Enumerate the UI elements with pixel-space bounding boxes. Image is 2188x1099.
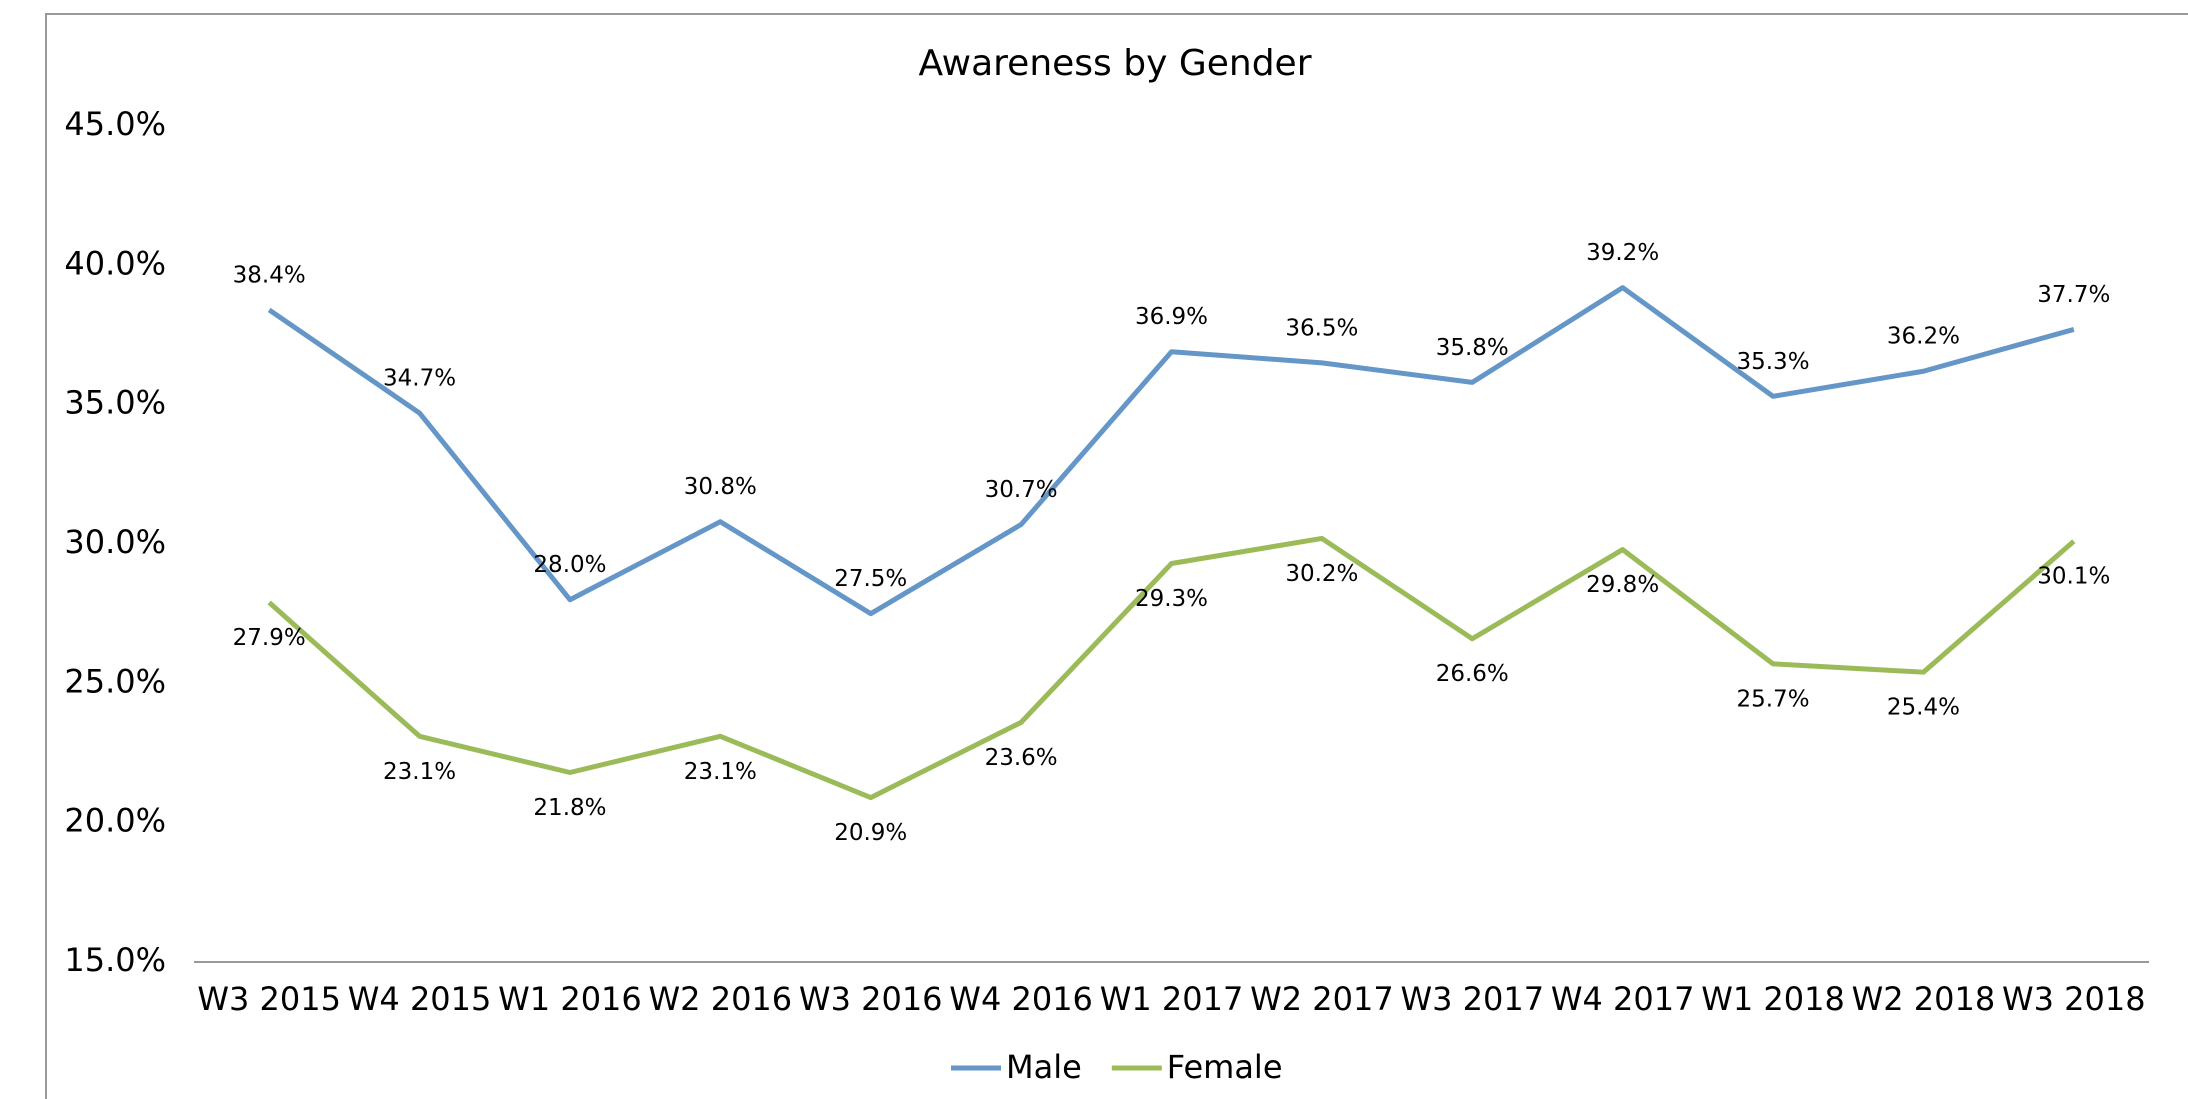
data-label: 20.9%	[834, 820, 907, 846]
data-label: 30.1%	[2037, 564, 2110, 590]
data-label: 37.7%	[2037, 282, 2110, 308]
x-tick-label: W3 2018	[2002, 980, 2146, 1018]
x-tick-label: W3 2016	[799, 980, 943, 1018]
data-label: 23.1%	[383, 759, 456, 785]
chart-title: Awareness by Gender	[918, 43, 1311, 84]
x-tick-label: W2 2018	[1852, 980, 1996, 1018]
data-label: 23.6%	[985, 745, 1058, 771]
data-label: 29.8%	[1586, 572, 1659, 598]
chart-frame	[45, 13, 2188, 1099]
data-label: 36.2%	[1887, 324, 1960, 350]
y-tick-label: 30.0%	[64, 523, 166, 561]
data-label: 30.8%	[684, 474, 757, 500]
data-label: 27.9%	[233, 625, 306, 651]
legend-label: Female	[1167, 1048, 1283, 1086]
data-label: 28.0%	[533, 552, 606, 578]
data-label: 35.3%	[1736, 349, 1809, 375]
x-tick-label: W2 2016	[649, 980, 793, 1018]
data-label: 30.2%	[1285, 561, 1358, 587]
series-line	[267, 285, 2075, 617]
data-label: 30.7%	[985, 477, 1058, 503]
x-tick-label: W1 2018	[1701, 980, 1845, 1018]
y-tick-label: 35.0%	[64, 384, 166, 422]
x-tick-label: W1 2017	[1100, 980, 1244, 1018]
series-line	[267, 535, 2076, 801]
x-tick-label: W3 2015	[197, 980, 341, 1018]
y-tick-label: 45.0%	[64, 105, 166, 143]
x-tick-label: W1 2016	[498, 980, 642, 1018]
x-tick-label: W4 2015	[348, 980, 492, 1018]
y-tick-label: 25.0%	[64, 662, 166, 700]
x-tick-label: W3 2017	[1400, 980, 1544, 1018]
y-tick-label: 20.0%	[64, 802, 166, 840]
y-tick-label: 15.0%	[64, 941, 166, 979]
data-label: 34.7%	[383, 366, 456, 392]
data-label: 35.8%	[1436, 335, 1509, 361]
data-label: 26.6%	[1436, 661, 1509, 687]
data-label: 29.3%	[1135, 586, 1208, 612]
data-label: 39.2%	[1586, 240, 1659, 266]
data-label: 25.7%	[1736, 686, 1809, 712]
x-tick-label: W2 2017	[1250, 980, 1394, 1018]
data-label: 38.4%	[233, 262, 306, 288]
legend-label: Male	[1006, 1048, 1082, 1086]
data-label: 23.1%	[684, 759, 757, 785]
data-label: 25.4%	[1887, 695, 1960, 721]
data-label: 36.9%	[1135, 304, 1208, 330]
data-label: 36.5%	[1285, 315, 1358, 341]
data-label: 21.8%	[533, 795, 606, 821]
x-tick-label: W4 2017	[1551, 980, 1695, 1018]
x-tick-label: W4 2016	[949, 980, 1093, 1018]
y-tick-label: 40.0%	[64, 244, 166, 282]
data-label: 27.5%	[834, 566, 907, 592]
